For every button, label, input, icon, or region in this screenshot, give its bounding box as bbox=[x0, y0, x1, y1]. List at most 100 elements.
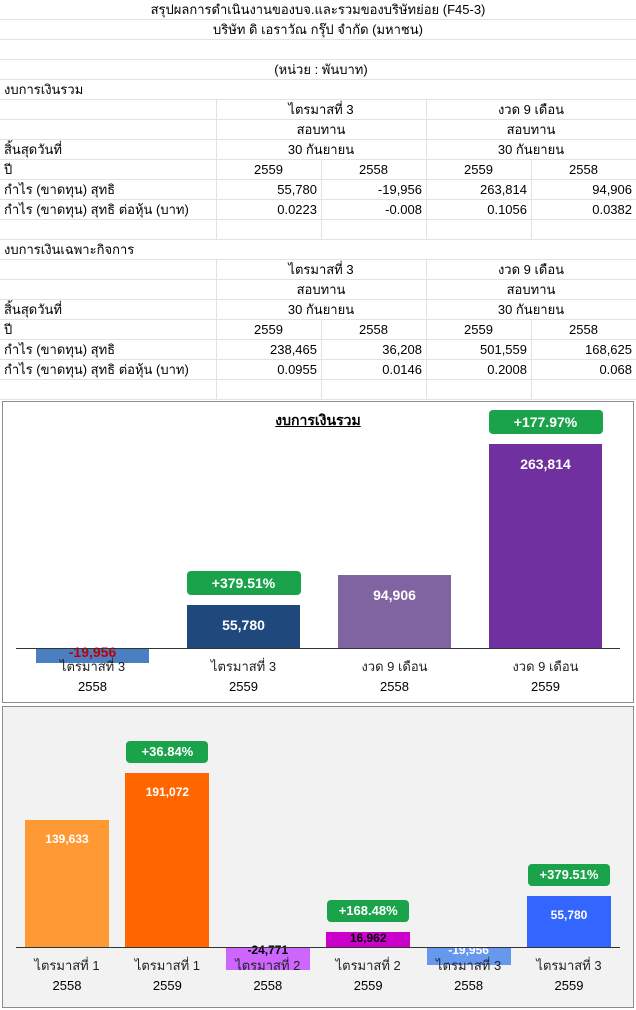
chart-bar[interactable] bbox=[527, 896, 611, 947]
unit-label[interactable]: (หน่วย : พันบาท) bbox=[274, 62, 368, 77]
consolidated-year-cell[interactable]: 2558 bbox=[569, 162, 598, 177]
chart-year-label: 2558 bbox=[380, 679, 409, 694]
consolidated-period-9m[interactable]: งวด 9 เดือน bbox=[497, 102, 565, 117]
chart-category-label: งวด 9 เดือน bbox=[512, 659, 579, 674]
chart-category-label: ไตรมาสที่ 3 bbox=[210, 659, 277, 674]
chart-category-label: ไตรมาสที่ 3 bbox=[59, 659, 126, 674]
sheet-row: (หน่วย : พันบาท) bbox=[0, 60, 636, 80]
separate-eps-cell[interactable]: 0.2008 bbox=[487, 362, 527, 377]
consolidated-chart-title: งบการเงินรวม bbox=[275, 412, 361, 428]
chart-category-label: ไตรมาสที่ 1 bbox=[34, 958, 100, 973]
separate-year-cell[interactable]: 2558 bbox=[359, 322, 388, 337]
separate-period-q3[interactable]: ไตรมาสที่ 3 bbox=[288, 262, 354, 277]
separate-period-9m[interactable]: งวด 9 เดือน bbox=[497, 262, 565, 277]
company-name[interactable]: บริษัท ดิ เอราวัณ กรุ๊ป จำกัด (มหาชน) bbox=[213, 22, 423, 37]
chart-year-label: 2558 bbox=[454, 978, 484, 993]
separate-eps-cell[interactable]: 0.0146 bbox=[382, 362, 422, 377]
separate-net-label[interactable]: กำไร (ขาดทุน) สุทธิ bbox=[4, 342, 116, 357]
consolidated-chart[interactable]: งบการเงินรวม -19,956 ไตรมาสที่ 3 2558 55,78… bbox=[2, 401, 634, 703]
separate-end-q3[interactable]: 30 กันยายน bbox=[287, 302, 355, 317]
chart-value-label: 55,780 bbox=[222, 616, 265, 633]
chart-category-label: ไตรมาสที่ 1 bbox=[134, 958, 200, 973]
separate-eps-label[interactable]: กำไร (ขาดทุน) สุทธิ ต่อหุ้น (บาท) bbox=[4, 362, 189, 377]
consolidated-year-cell[interactable]: 2559 bbox=[464, 162, 493, 177]
consolidated-eps-cell[interactable]: 0.0223 bbox=[277, 202, 317, 217]
consolidated-eps-cell[interactable]: 0.0382 bbox=[592, 202, 632, 217]
sheet-row: กำไร (ขาดทุน) สุทธิ ต่อหุ้น (บาท) 0.0955… bbox=[0, 360, 636, 380]
consolidated-year-cell[interactable]: 2558 bbox=[359, 162, 388, 177]
consolidated-section-title[interactable]: งบการเงินรวม bbox=[4, 82, 84, 97]
consolidated-year-label[interactable]: ปี bbox=[4, 162, 13, 177]
chart-value-label: -24,771 bbox=[247, 943, 289, 957]
consolidated-year-cell[interactable]: 2559 bbox=[254, 162, 283, 177]
chart-value-label: 16,962 bbox=[349, 930, 387, 945]
chart-year-label: 2558 bbox=[253, 978, 283, 993]
consolidated-net-cell[interactable]: 263,814 bbox=[480, 182, 527, 197]
sheet-row: สอบทาน สอบทาน bbox=[0, 120, 636, 140]
chart-bar[interactable] bbox=[125, 773, 210, 947]
separate-net-cell[interactable]: 168,625 bbox=[585, 342, 632, 357]
chart-category-label: ไตรมาสที่ 3 bbox=[536, 958, 602, 973]
chart-year-label: 2559 bbox=[531, 679, 560, 694]
separate-audit-q3[interactable]: สอบทาน bbox=[296, 282, 346, 297]
sheet-row: สิ้นสุดวันที่ 30 กันยายน 30 กันยายน bbox=[0, 300, 636, 320]
separate-eps-cell[interactable]: 0.0955 bbox=[277, 362, 317, 377]
consolidated-end-q3[interactable]: 30 กันยายน bbox=[287, 142, 355, 157]
sheet-row: งบการเงินรวม bbox=[0, 80, 636, 100]
chart-bar[interactable] bbox=[426, 947, 511, 966]
chart-bar[interactable] bbox=[25, 819, 109, 947]
consolidated-end-label[interactable]: สิ้นสุดวันที่ bbox=[4, 142, 62, 157]
consolidated-eps-cell[interactable]: -0.008 bbox=[385, 202, 422, 217]
chart-category-label: งวด 9 เดือน bbox=[361, 659, 428, 674]
separate-section-title[interactable]: งบการเงินเฉพาะกิจการ bbox=[4, 242, 135, 257]
sheet-row: สิ้นสุดวันที่ 30 กันยายน 30 กันยายน bbox=[0, 140, 636, 160]
consolidated-eps-cell[interactable]: 0.1056 bbox=[487, 202, 527, 217]
report-title[interactable]: สรุปผลการดำเนินงานของบจ.และรวมของบริษัทย… bbox=[150, 2, 486, 17]
chart-bar[interactable] bbox=[489, 444, 602, 648]
consolidated-net-cell[interactable]: 94,906 bbox=[592, 182, 632, 197]
sheet-row: ปี 2559 2558 2559 2558 bbox=[0, 320, 636, 340]
chart-year-label: 2558 bbox=[52, 978, 82, 993]
sheet-row: สอบทาน สอบทาน bbox=[0, 280, 636, 300]
consolidated-net-label[interactable]: กำไร (ขาดทุน) สุทธิ bbox=[4, 182, 116, 197]
growth-badge: +168.48% bbox=[327, 899, 410, 922]
growth-badge: +379.51% bbox=[528, 864, 610, 887]
chart-bar[interactable] bbox=[187, 604, 300, 648]
separate-year-cell[interactable]: 2559 bbox=[464, 322, 493, 337]
consolidated-audit-q3[interactable]: สอบทาน bbox=[296, 122, 346, 137]
consolidated-eps-label[interactable]: กำไร (ขาดทุน) สุทธิ ต่อหุ้น (บาท) bbox=[4, 202, 189, 217]
consolidated-end-9m[interactable]: 30 กันยายน bbox=[497, 142, 565, 157]
sheet-row: กำไร (ขาดทุน) สุทธิ 55,780 -19,956 263,8… bbox=[0, 180, 636, 200]
separate-audit-9m[interactable]: สอบทาน bbox=[506, 282, 556, 297]
separate-net-cell[interactable]: 238,465 bbox=[270, 342, 317, 357]
consolidated-audit-9m[interactable]: สอบทาน bbox=[506, 122, 556, 137]
separate-year-label[interactable]: ปี bbox=[4, 322, 13, 337]
separate-net-cell[interactable]: 501,559 bbox=[480, 342, 527, 357]
sheet-row: สรุปผลการดำเนินงานของบจ.และรวมของบริษัทย… bbox=[0, 0, 636, 20]
sheet-row bbox=[0, 40, 636, 60]
separate-end-9m[interactable]: 30 กันยายน bbox=[497, 302, 565, 317]
chart-value-label: 55,780 bbox=[550, 908, 588, 923]
growth-badge: +177.97% bbox=[488, 410, 603, 434]
chart-bar[interactable] bbox=[326, 931, 411, 947]
chart-bar[interactable] bbox=[338, 574, 451, 648]
separate-end-label[interactable]: สิ้นสุดวันที่ bbox=[4, 302, 62, 317]
consolidated-net-cell[interactable]: -19,956 bbox=[377, 182, 422, 197]
separate-year-cell[interactable]: 2559 bbox=[254, 322, 283, 337]
sheet-row: ไตรมาสที่ 3 งวด 9 เดือน bbox=[0, 100, 636, 120]
chart-value-label: 94,906 bbox=[373, 586, 416, 603]
chart-bar[interactable] bbox=[225, 947, 310, 970]
separate-year-cell[interactable]: 2558 bbox=[569, 322, 598, 337]
sheet-row: ปี 2559 2558 2559 2558 bbox=[0, 160, 636, 180]
chart-year-label: 2559 bbox=[353, 978, 383, 993]
sheet-row: งบการเงินเฉพาะกิจการ bbox=[0, 240, 636, 260]
consolidated-period-q3[interactable]: ไตรมาสที่ 3 bbox=[288, 102, 354, 117]
chart-category-label: ไตรมาสที่ 2 bbox=[235, 958, 301, 973]
sheet-row: กำไร (ขาดทุน) สุทธิ 238,465 36,208 501,5… bbox=[0, 340, 636, 360]
separate-net-cell[interactable]: 36,208 bbox=[382, 342, 422, 357]
separate-eps-cell[interactable]: 0.068 bbox=[599, 362, 632, 377]
chart-value-label: -19,956 bbox=[448, 943, 489, 957]
consolidated-net-cell[interactable]: 55,780 bbox=[277, 182, 317, 197]
chart-bar[interactable] bbox=[36, 648, 149, 664]
quarterly-chart[interactable]: 139,633 ไตรมาสที่ 1 2558 191,072 +36.84% ไตรม… bbox=[2, 706, 634, 1008]
